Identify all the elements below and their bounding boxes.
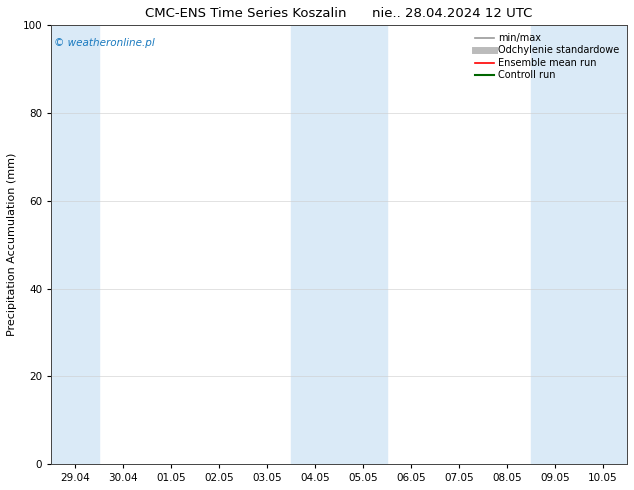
- Text: © weatheronline.pl: © weatheronline.pl: [54, 38, 155, 49]
- Bar: [531, 25, 627, 464]
- Legend: min/max, Odchylenie standardowe, Ensemble mean run, Controll run: min/max, Odchylenie standardowe, Ensembl…: [472, 30, 622, 83]
- Bar: [291, 25, 387, 464]
- Title: CMC-ENS Time Series Koszalin      nie.. 28.04.2024 12 UTC: CMC-ENS Time Series Koszalin nie.. 28.04…: [145, 7, 533, 20]
- Bar: [51, 25, 99, 464]
- Y-axis label: Precipitation Accumulation (mm): Precipitation Accumulation (mm): [7, 153, 17, 336]
